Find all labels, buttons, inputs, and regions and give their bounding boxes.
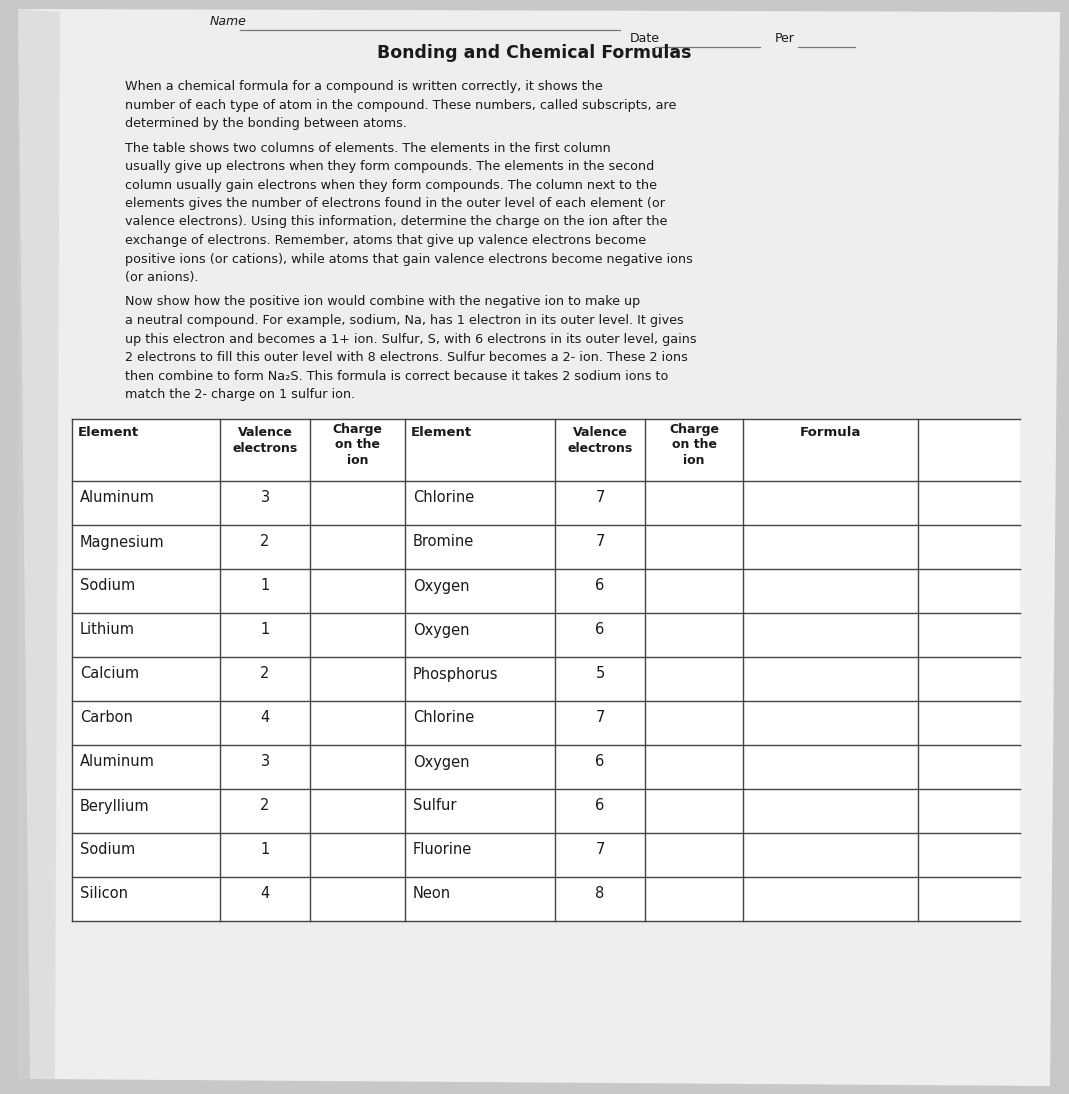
Text: Charge
on the
ion: Charge on the ion	[332, 423, 383, 466]
Text: 7: 7	[595, 535, 605, 549]
Text: Element: Element	[410, 427, 472, 440]
Text: Aluminum: Aluminum	[80, 490, 155, 505]
Text: Calcium: Calcium	[80, 666, 139, 682]
Text: up this electron and becomes a 1+ ion. Sulfur, S, with 6 electrons in its outer : up this electron and becomes a 1+ ion. S…	[125, 333, 697, 346]
Text: Phosphorus: Phosphorus	[413, 666, 498, 682]
Text: Name: Name	[210, 15, 247, 28]
Text: 7: 7	[595, 710, 605, 725]
Text: 2: 2	[261, 799, 269, 814]
Text: 6: 6	[595, 755, 605, 769]
Text: Aluminum: Aluminum	[80, 755, 155, 769]
Text: usually give up electrons when they form compounds. The elements in the second: usually give up electrons when they form…	[125, 160, 654, 173]
Text: then combine to form Na₂S. This formula is correct because it takes 2 sodium ion: then combine to form Na₂S. This formula …	[125, 370, 668, 383]
Text: 2: 2	[261, 666, 269, 682]
Text: Date: Date	[630, 32, 660, 45]
Text: elements gives the number of electrons found in the outer level of each element : elements gives the number of electrons f…	[125, 197, 665, 210]
Text: 4: 4	[261, 886, 269, 901]
Text: Oxygen: Oxygen	[413, 579, 469, 594]
Text: number of each type of atom in the compound. These numbers, called subscripts, a: number of each type of atom in the compo…	[125, 98, 677, 112]
Text: Beryllium: Beryllium	[80, 799, 150, 814]
Text: 5: 5	[595, 666, 605, 682]
Text: 7: 7	[595, 490, 605, 505]
Text: Charge
on the
ion: Charge on the ion	[669, 423, 719, 466]
Text: Sulfur: Sulfur	[413, 799, 456, 814]
Text: Chlorine: Chlorine	[413, 490, 475, 505]
Text: positive ions (or cations), while atoms that gain valence electrons become negat: positive ions (or cations), while atoms …	[125, 253, 693, 266]
Text: The table shows two columns of elements. The elements in the first column: The table shows two columns of elements.…	[125, 141, 610, 154]
Text: Lithium: Lithium	[80, 622, 135, 638]
Text: Bromine: Bromine	[413, 535, 475, 549]
Text: 2: 2	[261, 535, 269, 549]
Text: (or anions).: (or anions).	[125, 271, 199, 284]
Text: 3: 3	[261, 755, 269, 769]
Text: Valence
electrons: Valence electrons	[232, 427, 297, 454]
Text: a neutral compound. For example, sodium, Na, has 1 electron in its outer level. : a neutral compound. For example, sodium,…	[125, 314, 684, 327]
Text: 6: 6	[595, 622, 605, 638]
Text: Fluorine: Fluorine	[413, 842, 472, 858]
Text: When a chemical formula for a compound is written correctly, it shows the: When a chemical formula for a compound i…	[125, 80, 603, 93]
Text: Carbon: Carbon	[80, 710, 133, 725]
Text: Silicon: Silicon	[80, 886, 128, 901]
Text: Neon: Neon	[413, 886, 451, 901]
Polygon shape	[18, 9, 1060, 1086]
Text: 2 electrons to fill this outer level with 8 electrons. Sulfur becomes a 2- ion. : 2 electrons to fill this outer level wit…	[125, 351, 687, 364]
Text: 6: 6	[595, 579, 605, 594]
Text: 4: 4	[261, 710, 269, 725]
Text: Element: Element	[78, 427, 139, 440]
Text: Sodium: Sodium	[80, 842, 136, 858]
Text: Oxygen: Oxygen	[413, 622, 469, 638]
Text: match the 2- charge on 1 sulfur ion.: match the 2- charge on 1 sulfur ion.	[125, 388, 355, 401]
Text: 1: 1	[261, 842, 269, 858]
Text: 7: 7	[595, 842, 605, 858]
Text: exchange of electrons. Remember, atoms that give up valence electrons become: exchange of electrons. Remember, atoms t…	[125, 234, 646, 247]
Text: 1: 1	[261, 622, 269, 638]
Bar	[72, 419, 1020, 920]
Text: Bonding and Chemical Formulas: Bonding and Chemical Formulas	[376, 44, 692, 62]
Text: valence electrons). Using this information, determine the charge on the ion afte: valence electrons). Using this informati…	[125, 216, 667, 229]
Text: 3: 3	[261, 490, 269, 505]
Text: Chlorine: Chlorine	[413, 710, 475, 725]
Text: 6: 6	[595, 799, 605, 814]
Text: column usually gain electrons when they form compounds. The column next to the: column usually gain electrons when they …	[125, 178, 657, 191]
Text: Magnesium: Magnesium	[80, 535, 165, 549]
Text: Formula: Formula	[800, 427, 862, 440]
Text: Per: Per	[775, 32, 795, 45]
Text: Valence
electrons: Valence electrons	[568, 427, 633, 454]
Text: Oxygen: Oxygen	[413, 755, 469, 769]
Text: determined by the bonding between atoms.: determined by the bonding between atoms.	[125, 117, 407, 130]
Text: Sodium: Sodium	[80, 579, 136, 594]
Text: Now show how the positive ion would combine with the negative ion to make up: Now show how the positive ion would comb…	[125, 295, 640, 309]
Text: 1: 1	[261, 579, 269, 594]
Text: 8: 8	[595, 886, 605, 901]
Polygon shape	[18, 9, 60, 1079]
